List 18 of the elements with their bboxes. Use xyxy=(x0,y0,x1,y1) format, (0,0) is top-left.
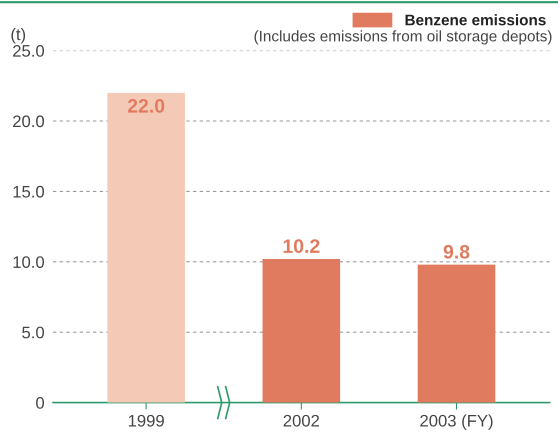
data-label: 9.8 xyxy=(444,244,470,259)
bar xyxy=(262,258,340,403)
y-tick-label: 5.0 xyxy=(22,326,44,338)
y-tick-label: 20.0 xyxy=(13,115,44,128)
y-tick-label: 10.0 xyxy=(14,256,44,268)
data-label: 22.0 xyxy=(128,98,164,113)
bar xyxy=(107,92,185,403)
y-axis-title: (t) xyxy=(11,28,26,44)
legend-label: Benzene emissions xyxy=(406,14,546,26)
text: (Includes emissions from oil storage depots) xyxy=(254,30,552,45)
y-tick-label: 25.0 xyxy=(13,45,44,57)
x-tick-label: 2002 xyxy=(284,414,320,427)
data-label: 10.2 xyxy=(284,239,320,254)
y-tick-label: 15.0 xyxy=(14,186,44,198)
x-tick-label: 1999 xyxy=(128,414,164,427)
bar xyxy=(418,264,496,403)
y-tick-label: 0 xyxy=(36,397,44,409)
x-tick-label: 2003 (FY) xyxy=(420,414,493,430)
